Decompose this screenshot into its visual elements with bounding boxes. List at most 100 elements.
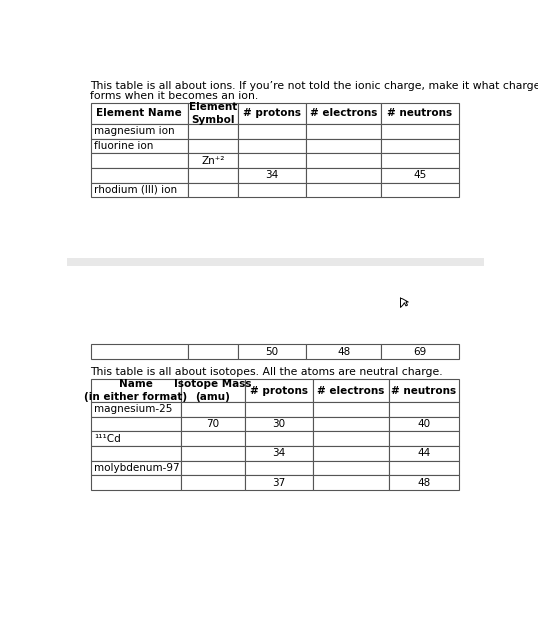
Text: ¹¹¹Cd: ¹¹¹Cd xyxy=(94,434,121,444)
Bar xyxy=(181,379,245,402)
Text: 37: 37 xyxy=(273,477,286,487)
Bar xyxy=(388,379,458,402)
Polygon shape xyxy=(400,298,408,308)
Text: magnesium-25: magnesium-25 xyxy=(94,404,173,414)
Text: # protons: # protons xyxy=(243,109,301,119)
Bar xyxy=(90,344,188,359)
Bar xyxy=(381,344,458,359)
Text: 30: 30 xyxy=(273,419,286,429)
Bar xyxy=(181,431,245,446)
Bar xyxy=(238,139,306,154)
Bar xyxy=(313,431,388,446)
Bar xyxy=(238,168,306,183)
Text: magnesium ion: magnesium ion xyxy=(94,127,175,137)
Bar xyxy=(90,154,188,168)
Bar xyxy=(188,168,238,183)
Bar xyxy=(245,446,313,461)
Text: 48: 48 xyxy=(337,347,350,357)
Text: 44: 44 xyxy=(417,448,430,459)
Bar xyxy=(90,431,181,446)
Text: # neutrons: # neutrons xyxy=(391,386,456,396)
Text: 40: 40 xyxy=(417,419,430,429)
Bar xyxy=(381,183,458,197)
Text: Zn⁺²: Zn⁺² xyxy=(201,156,224,166)
Text: # neutrons: # neutrons xyxy=(387,109,452,119)
Bar xyxy=(306,168,381,183)
Bar xyxy=(388,402,458,417)
Bar xyxy=(388,446,458,461)
Bar xyxy=(90,475,181,490)
Text: 34: 34 xyxy=(273,448,286,459)
Bar xyxy=(181,402,245,417)
Bar xyxy=(245,431,313,446)
Bar xyxy=(313,402,388,417)
Bar xyxy=(181,475,245,490)
Text: This table is all about ions. If you’re not told the ionic charge, make it what : This table is all about ions. If you’re … xyxy=(90,81,538,91)
Bar xyxy=(245,475,313,490)
Bar xyxy=(313,461,388,475)
Bar xyxy=(90,461,181,475)
Bar xyxy=(306,139,381,154)
Bar xyxy=(238,344,306,359)
Bar xyxy=(381,154,458,168)
Bar xyxy=(188,183,238,197)
Text: # electrons: # electrons xyxy=(317,386,385,396)
Bar xyxy=(90,183,188,197)
Text: 48: 48 xyxy=(417,477,430,487)
Bar xyxy=(90,168,188,183)
Text: Isotope Mass
(amu): Isotope Mass (amu) xyxy=(174,379,252,402)
Text: Name
(in either format): Name (in either format) xyxy=(84,379,187,402)
Bar xyxy=(306,102,381,124)
Bar xyxy=(381,168,458,183)
Bar xyxy=(181,461,245,475)
Bar xyxy=(90,124,188,139)
Bar xyxy=(238,183,306,197)
Bar xyxy=(313,417,388,431)
Bar xyxy=(388,461,458,475)
Text: forms when it becomes an ion.: forms when it becomes an ion. xyxy=(90,91,259,101)
Text: 70: 70 xyxy=(207,419,220,429)
Text: Element
Symbol: Element Symbol xyxy=(189,102,237,125)
Bar xyxy=(181,417,245,431)
Bar xyxy=(245,417,313,431)
Bar xyxy=(90,102,188,124)
Bar xyxy=(245,402,313,417)
Bar xyxy=(238,124,306,139)
Bar xyxy=(188,139,238,154)
Bar xyxy=(90,139,188,154)
Bar xyxy=(313,446,388,461)
Text: fluorine ion: fluorine ion xyxy=(94,141,154,151)
Text: rhodium (III) ion: rhodium (III) ion xyxy=(94,185,178,195)
Bar xyxy=(381,139,458,154)
Bar xyxy=(188,154,238,168)
Bar xyxy=(245,461,313,475)
Bar xyxy=(238,102,306,124)
Bar xyxy=(90,402,181,417)
Bar xyxy=(306,183,381,197)
Bar xyxy=(313,379,388,402)
Text: This table is all about isotopes. All the atoms are neutral charge.: This table is all about isotopes. All th… xyxy=(90,368,443,378)
Bar xyxy=(188,344,238,359)
Text: 50: 50 xyxy=(265,347,278,357)
Bar xyxy=(90,379,181,402)
Bar xyxy=(188,124,238,139)
Bar xyxy=(90,446,181,461)
Text: molybdenum-97: molybdenum-97 xyxy=(94,463,180,473)
Bar xyxy=(188,102,238,124)
Bar xyxy=(238,154,306,168)
Text: 45: 45 xyxy=(413,170,427,180)
Bar xyxy=(381,124,458,139)
Text: 34: 34 xyxy=(265,170,279,180)
Text: Element Name: Element Name xyxy=(96,109,182,119)
Bar xyxy=(306,154,381,168)
Bar xyxy=(67,258,484,266)
Bar xyxy=(306,124,381,139)
Bar xyxy=(388,417,458,431)
Bar xyxy=(306,344,381,359)
Text: # protons: # protons xyxy=(250,386,308,396)
Bar xyxy=(90,417,181,431)
Bar xyxy=(388,475,458,490)
Bar xyxy=(181,446,245,461)
Bar xyxy=(388,431,458,446)
Bar xyxy=(381,102,458,124)
